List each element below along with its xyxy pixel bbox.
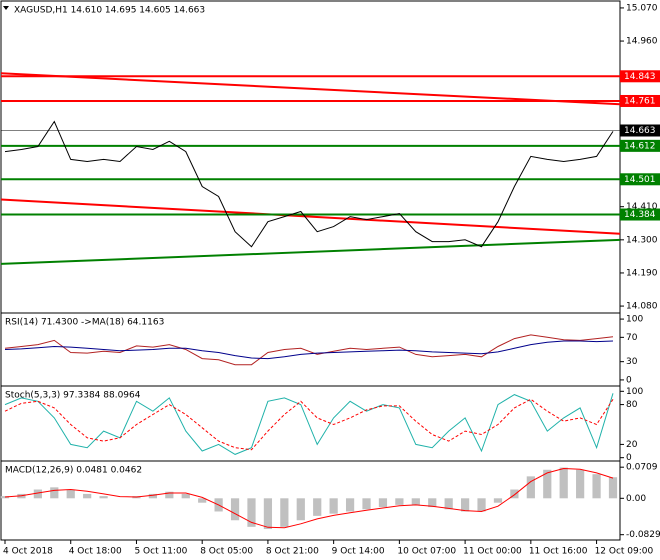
histogram-bar [296, 498, 305, 521]
x-tick-label: 11 Oct 00:00 [463, 547, 522, 557]
histogram-bar [543, 469, 552, 499]
trendline [0, 198, 621, 235]
histogram-bar [198, 498, 207, 503]
histogram-bar [510, 489, 519, 499]
histogram-bar [165, 491, 174, 499]
level-label: 14.761 [624, 96, 656, 106]
x-tick-label: 12 Oct 09:00 [595, 547, 654, 557]
level-label-bg [620, 124, 660, 137]
panel-title: MACD(12,26,9) 0.0481 0.0462 [5, 466, 142, 476]
y-tick-label: 0.0709 [626, 463, 658, 473]
histogram-bar [345, 498, 355, 512]
y-tick-label: 30 [626, 357, 638, 367]
y-tick-label: 14.960 [626, 37, 658, 47]
y-tick-label: 70 [626, 333, 638, 343]
y-tick-label: 0.00 [626, 494, 646, 504]
level-label-bg [620, 94, 660, 107]
histogram-bar [33, 489, 42, 499]
histogram-bar [411, 498, 420, 505]
histogram-bar [395, 498, 404, 505]
histogram-bar [378, 498, 388, 508]
histogram-bar [428, 498, 437, 508]
indicator-line [4, 334, 614, 366]
indicator-line [4, 467, 614, 529]
y-tick-label: 14.300 [626, 235, 658, 245]
histogram-bar [526, 476, 535, 499]
histogram-bar [181, 493, 190, 499]
price-line [4, 120, 614, 248]
indicator-line [4, 398, 614, 451]
level-label-bg [620, 139, 660, 152]
histogram-bar [99, 496, 108, 499]
level-label: 14.843 [624, 72, 656, 82]
histogram-bar [493, 498, 503, 503]
histogram-bar [329, 498, 338, 514]
y-tick-label: 15.070 [626, 3, 658, 13]
y-tick-label: 100 [626, 315, 643, 325]
level-label: 14.612 [624, 141, 656, 151]
histogram-bar [559, 467, 568, 499]
histogram-bar [66, 489, 75, 499]
y-tick-label: 14.080 [626, 302, 658, 312]
histogram-bar [576, 469, 585, 499]
histogram-bar [362, 498, 371, 510]
histogram-bar [461, 498, 470, 512]
y-tick-label: 14.190 [626, 268, 658, 278]
y-tick-label: -0.0829 [626, 530, 660, 540]
level-label: 14.663 [624, 126, 656, 136]
histogram-bar [148, 493, 157, 499]
y-tick-label: 80 [626, 400, 638, 410]
histogram-bar [608, 477, 618, 499]
histogram-bar [230, 498, 240, 521]
y-tick-label: 20 [626, 440, 638, 450]
x-tick-label: 9 Oct 14:00 [332, 547, 385, 557]
panel-title: XAGUSD,H1 14.610 14.695 14.605 14.663 [14, 6, 205, 16]
histogram-bar [592, 474, 601, 499]
histogram-bar [313, 498, 322, 516]
level-label: 14.384 [624, 210, 656, 220]
histogram-bar [263, 498, 273, 530]
dropdown-icon [3, 6, 9, 10]
x-tick-label: 8 Oct 05:00 [200, 547, 253, 557]
y-tick-label: 14.410 [626, 202, 658, 212]
panel-title: Stoch(5,3,3) 97.3384 88.0964 [5, 391, 141, 401]
x-tick-label: 11 Oct 16:00 [529, 547, 588, 557]
histogram-bar [247, 498, 256, 527]
histogram-bar [0, 496, 10, 499]
level-label-bg [620, 70, 660, 83]
panel-title: RSI(14) 71.4300 ->MA(18) 64.1163 [5, 318, 164, 328]
y-tick-label: 0 [626, 375, 632, 385]
histogram-bar [477, 498, 486, 512]
histogram-bar [444, 498, 453, 510]
histogram-bar [280, 498, 289, 527]
x-tick-label: 5 Oct 11:00 [134, 547, 187, 557]
histogram-bar [50, 487, 59, 499]
level-label-bg [620, 173, 660, 186]
y-tick-label: 0 [626, 453, 632, 463]
x-tick-label: 8 Oct 21:00 [266, 547, 319, 557]
y-tick-label: 100 [626, 387, 643, 397]
level-label: 14.501 [624, 175, 656, 185]
level-label-bg [620, 208, 660, 221]
x-tick-label: 4 Oct 18:00 [69, 547, 122, 557]
panel-frame [0, 460, 621, 541]
indicator-line [4, 393, 614, 455]
x-tick-label: 4 Oct 2018 [3, 547, 53, 557]
histogram-bar [83, 493, 92, 499]
indicator-line [4, 340, 614, 360]
trendline [0, 72, 621, 106]
trendline [0, 238, 621, 265]
x-tick-label: 10 Oct 07:00 [397, 547, 456, 557]
